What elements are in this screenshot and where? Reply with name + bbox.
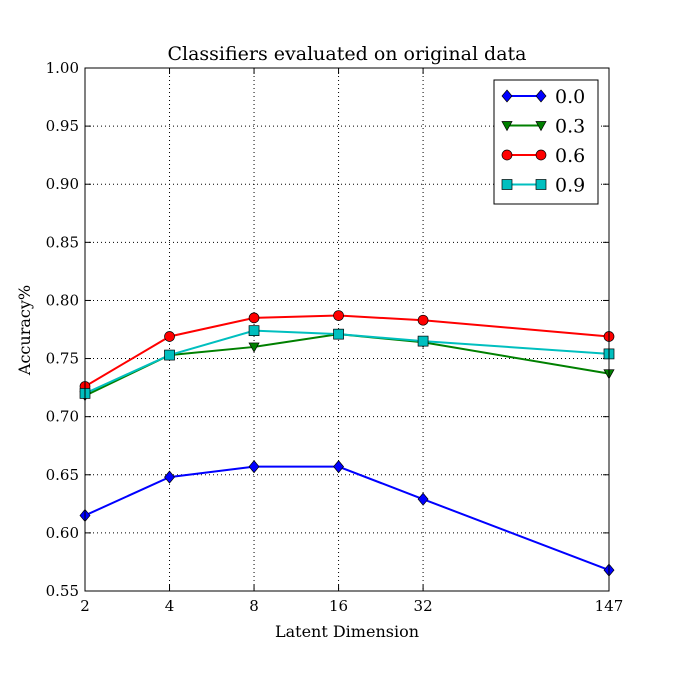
y-tick-label: 0.95 [46, 117, 79, 135]
series-0.9 [79, 325, 615, 399]
y-tick-label: 0.65 [46, 466, 79, 484]
y-tick-label: 0.90 [46, 175, 79, 193]
circle-marker [535, 149, 547, 161]
diamond-marker [535, 89, 547, 103]
square-marker [333, 328, 344, 340]
legend-label: 0.3 [555, 116, 585, 138]
diamond-marker [417, 492, 429, 506]
circle-marker [333, 310, 344, 321]
legend-entry: 0.9 [501, 175, 585, 197]
diamond-marker [501, 89, 513, 103]
x-tick-label: 16 [329, 597, 348, 615]
y-tick-label: 0.70 [46, 408, 79, 426]
legend-entry: 0.6 [501, 145, 585, 167]
triangle-down-marker [248, 342, 260, 353]
x-tick-label: 8 [249, 597, 259, 615]
x-axis-label: Latent Dimension [275, 622, 419, 641]
triangle-down-marker [535, 121, 547, 132]
series-0.6 [79, 310, 615, 392]
plot-frame [84, 67, 610, 592]
diamond-marker [164, 470, 175, 484]
legend-label: 0.6 [555, 145, 585, 167]
chart-title: Classifiers evaluated on original data [167, 43, 526, 65]
series-group [79, 310, 615, 577]
x-tick-label: 147 [595, 597, 624, 615]
x-tick-label: 32 [414, 597, 433, 615]
legend-label: 0.0 [555, 86, 585, 108]
circle-marker [164, 331, 175, 342]
y-tick-label: 1.00 [46, 59, 79, 77]
square-marker [535, 179, 547, 190]
legend-entry: 0.3 [501, 116, 585, 138]
circle-marker [248, 312, 260, 324]
legend-entry: 0.0 [501, 86, 585, 108]
series-line [84, 329, 610, 395]
y-axis-label: Accuracy% [15, 285, 34, 376]
triangle-down-marker [501, 121, 513, 132]
y-tick-label: 0.75 [46, 350, 79, 368]
y-tick-label: 0.60 [46, 524, 79, 542]
y-tick-label: 0.55 [46, 582, 79, 600]
square-marker [417, 335, 429, 347]
y-tick-label: 0.80 [46, 291, 79, 309]
circle-marker [417, 314, 429, 326]
series-line [84, 465, 610, 572]
x-tick-label: 4 [165, 597, 175, 615]
series-0.3 [79, 329, 615, 402]
x-tick-label: 2 [80, 597, 90, 615]
y-tick-label: 0.85 [46, 233, 79, 251]
square-marker [248, 325, 260, 337]
square-marker [164, 349, 175, 361]
diamond-marker [333, 460, 345, 474]
circle-marker [501, 149, 513, 161]
square-marker [501, 179, 513, 190]
legend-label: 0.9 [555, 175, 585, 197]
ticks: 2 4 8 16 32 147 0.55 0.60 0.65 0.70 0.75 0.80 0.85 0.… [46, 59, 624, 615]
diamond-marker [248, 460, 260, 474]
legend: 0.0 0.3 0.6 0.9 [493, 79, 599, 205]
series-0.0 [79, 460, 615, 577]
series-line [84, 314, 610, 388]
series-line [84, 333, 610, 397]
